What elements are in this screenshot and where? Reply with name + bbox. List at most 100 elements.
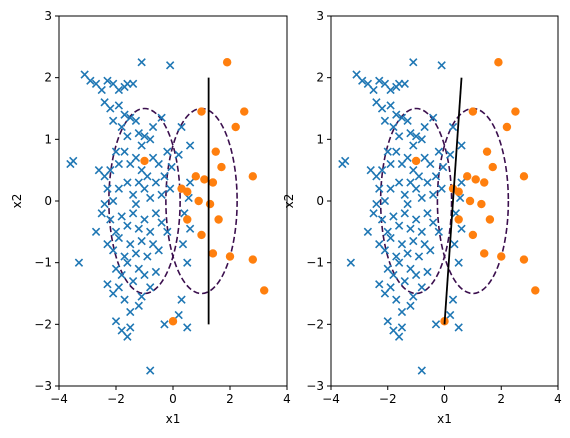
circle-point bbox=[482, 147, 492, 156]
cross-point bbox=[423, 178, 432, 187]
cross-point bbox=[434, 147, 443, 156]
cross-point bbox=[386, 283, 395, 292]
cross-point bbox=[151, 267, 161, 277]
cross-point bbox=[394, 221, 404, 230]
cross-point bbox=[69, 156, 78, 166]
cross-point bbox=[100, 199, 109, 209]
circle-point bbox=[502, 122, 512, 132]
cross-point bbox=[375, 280, 384, 289]
cross-point bbox=[114, 85, 124, 95]
cross-point bbox=[406, 224, 415, 233]
cross-point bbox=[128, 190, 138, 199]
circle-point bbox=[454, 187, 463, 196]
cross-point bbox=[417, 283, 426, 292]
cross-point bbox=[86, 76, 95, 85]
cross-point bbox=[341, 156, 350, 166]
cross-point bbox=[428, 218, 438, 227]
cross-point bbox=[454, 323, 463, 332]
axes-frame bbox=[58, 15, 288, 387]
cross-point bbox=[411, 132, 421, 141]
cross-point bbox=[111, 227, 121, 236]
right-scatter-panel: −4 −2 0 2 4 −3 −2 −1 0 1 2 3 x1 x2 bbox=[282, 9, 562, 426]
cross-point bbox=[403, 199, 412, 209]
cross-point bbox=[143, 172, 152, 181]
cross-point bbox=[140, 270, 149, 280]
y-tick-label: 2 bbox=[44, 71, 52, 85]
cross-point bbox=[160, 172, 169, 181]
cross-point bbox=[146, 366, 155, 375]
cross-point bbox=[448, 122, 458, 132]
x-axis-label: x1 bbox=[437, 412, 452, 426]
circle-point bbox=[519, 255, 529, 264]
cross-point bbox=[380, 196, 390, 206]
x-tick-label: 0 bbox=[169, 392, 177, 406]
cross-point bbox=[383, 317, 392, 326]
cross-point bbox=[137, 58, 146, 67]
cross-point bbox=[437, 61, 446, 70]
y-tick-label: 0 bbox=[44, 194, 52, 208]
cross-point bbox=[414, 172, 424, 181]
circle-point bbox=[485, 215, 495, 224]
cross-point bbox=[434, 227, 443, 236]
cross-point bbox=[108, 196, 118, 206]
cross-point bbox=[400, 190, 409, 199]
cross-point bbox=[409, 236, 418, 246]
cross-point bbox=[369, 209, 378, 218]
cross-point bbox=[454, 258, 463, 267]
x-tick-label: −2 bbox=[107, 392, 125, 406]
circle-point bbox=[531, 286, 540, 295]
cross-point bbox=[386, 184, 395, 193]
x-tick-label: 0 bbox=[441, 392, 449, 406]
cross-point bbox=[123, 79, 132, 88]
circle-point bbox=[477, 199, 486, 209]
cross-point bbox=[108, 116, 118, 125]
cross-point bbox=[386, 85, 395, 95]
cross-point bbox=[137, 292, 146, 301]
circle-point bbox=[225, 252, 235, 261]
cross-point bbox=[123, 132, 132, 141]
y-tick-label: −2 bbox=[34, 317, 52, 331]
cross-point bbox=[185, 141, 195, 150]
cross-point bbox=[417, 227, 426, 236]
cross-point bbox=[389, 212, 398, 221]
circle-point bbox=[463, 172, 472, 181]
cross-point bbox=[114, 184, 124, 193]
cross-point bbox=[123, 332, 132, 341]
circle-point bbox=[214, 215, 223, 224]
cross-point bbox=[409, 58, 418, 67]
cross-point bbox=[403, 153, 412, 162]
cross-point bbox=[106, 104, 115, 113]
cross-point bbox=[106, 166, 115, 175]
cross-point bbox=[457, 141, 466, 150]
gaussian-contour-ellipse bbox=[108, 107, 181, 295]
cross-point bbox=[134, 129, 143, 138]
x-axis-label: x1 bbox=[166, 412, 181, 426]
cross-point bbox=[389, 270, 398, 280]
circle-point bbox=[217, 162, 226, 172]
cross-point bbox=[126, 113, 135, 122]
circle-point bbox=[480, 178, 489, 187]
y-tick-label: −2 bbox=[306, 317, 324, 331]
y-tick-label: 2 bbox=[316, 71, 324, 85]
cross-point bbox=[380, 246, 390, 255]
cross-point bbox=[358, 76, 367, 85]
cross-point bbox=[450, 240, 459, 249]
cross-point bbox=[117, 270, 126, 280]
cross-point bbox=[392, 252, 401, 261]
cross-point bbox=[131, 153, 141, 162]
cross-point bbox=[151, 209, 161, 218]
circle-point bbox=[140, 156, 149, 166]
cross-point bbox=[126, 307, 135, 317]
cross-point bbox=[148, 122, 158, 132]
circle-point bbox=[494, 58, 503, 67]
circle-point bbox=[183, 215, 192, 224]
cross-point bbox=[128, 209, 138, 218]
gaussian-contour-ellipse bbox=[379, 107, 453, 295]
cross-point bbox=[394, 132, 404, 141]
cross-point bbox=[403, 249, 412, 258]
cross-point bbox=[111, 317, 121, 326]
cross-point bbox=[183, 258, 192, 267]
cross-point bbox=[178, 240, 188, 249]
cross-point bbox=[91, 227, 101, 236]
